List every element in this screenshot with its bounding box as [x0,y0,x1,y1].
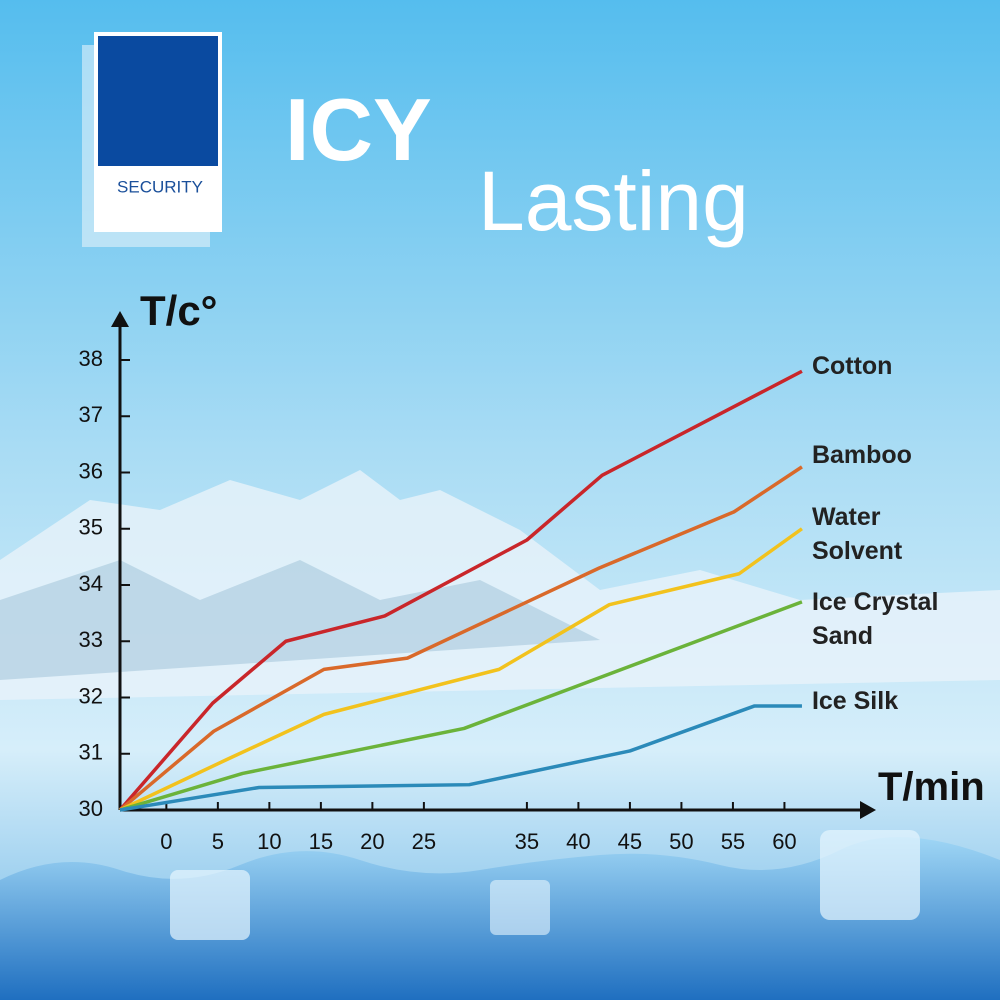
x-tick-label: 40 [566,829,590,854]
y-tick-label: 31 [79,740,103,765]
series-line [118,465,803,812]
x-tick-label: 20 [360,829,384,854]
x-tick-label: 0 [160,829,172,854]
x-axis-arrow [860,801,876,819]
series-label: Water Solvent [811,502,903,565]
ice-cube [820,830,920,920]
x-tick-label: 45 [618,829,642,854]
series-label: Bamboo [811,440,912,469]
y-tick-label: 32 [79,683,103,708]
x-tick-label: 60 [772,829,796,854]
x-tick-label: 10 [257,829,281,854]
y-tick-label: 33 [79,627,103,652]
series-label: Ice Crystal Sand [811,587,939,650]
series-label: Ice Silk [811,686,899,715]
x-tick-label: 25 [412,829,436,854]
series-line [118,369,803,812]
headline-1: ICY [285,80,432,179]
y-tick-label: 36 [79,458,103,483]
ice-cube [170,870,250,940]
headline-2: Lasting [478,154,749,248]
y-tick-label: 37 [79,402,103,427]
x-axis-label: T/min [878,765,985,809]
y-tick-label: 35 [79,515,103,540]
series-line [119,600,803,812]
x-tick-label: 50 [669,829,693,854]
x-tick-label: 35 [515,829,539,854]
series-line [119,527,803,812]
x-tick-label: 5 [212,829,224,854]
series-line [119,704,802,812]
y-tick-label: 38 [79,346,103,371]
brand: SECURITY [117,177,203,196]
y-axis-arrow [111,311,129,327]
series-label: Cotton [811,352,893,381]
logo-fill [98,36,218,166]
y-tick-label: 34 [79,571,103,596]
ice-cube [490,880,550,935]
y-axis-label: T/c° [140,287,217,334]
y-tick-label: 30 [79,796,103,821]
x-tick-label: 15 [309,829,333,854]
mountain-shadow [0,560,600,680]
x-tick-label: 55 [721,829,745,854]
